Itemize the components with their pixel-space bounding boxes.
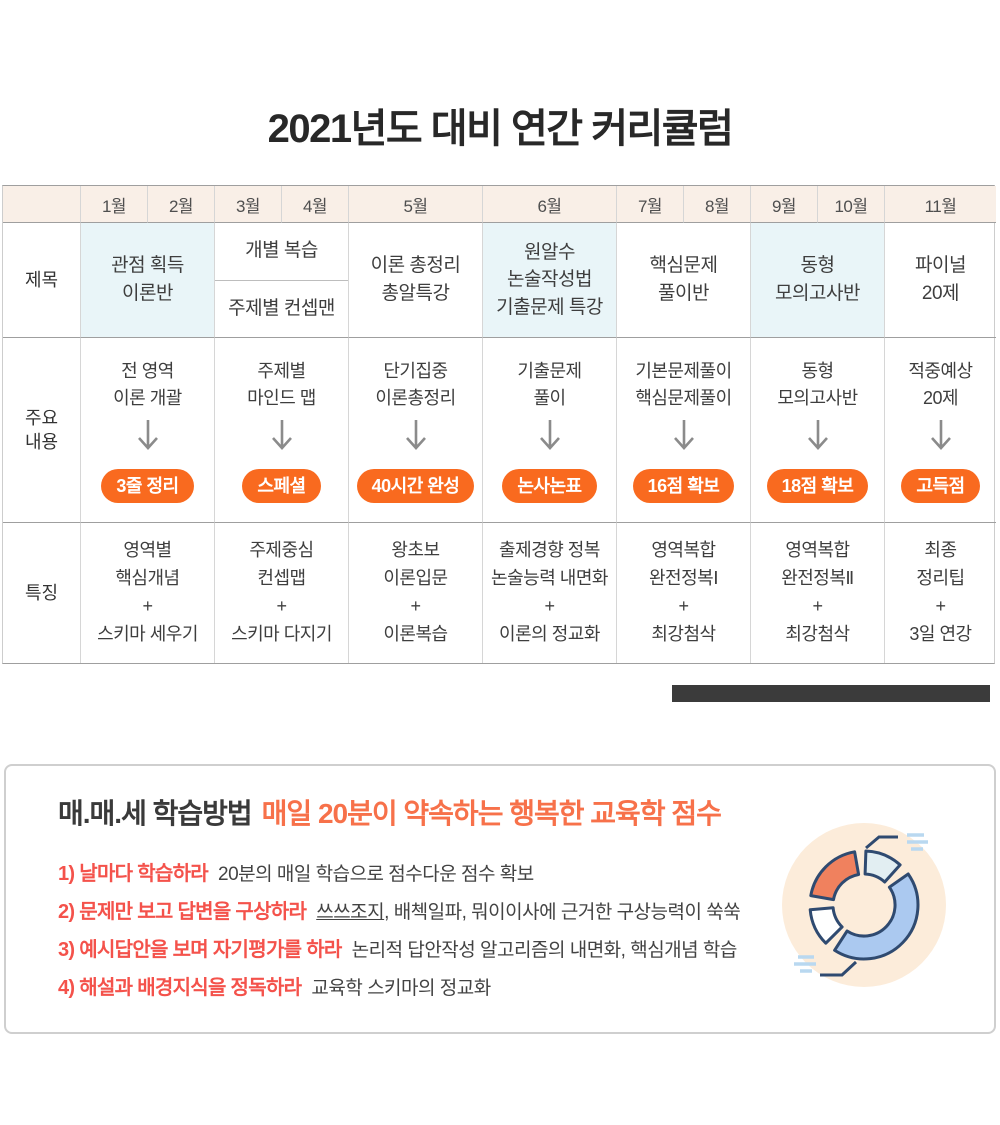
callout-line-top [865, 835, 898, 850]
badge: 40시간 완성 [356, 469, 475, 503]
down-arrow-icon [930, 420, 951, 450]
program-title-jan-feb: 관점 획득 이론반 [81, 223, 215, 338]
down-arrow-icon [539, 420, 560, 450]
month-header-mar: 3월 [215, 186, 282, 223]
program-feature-may: 왕초보 이론입문 + 이론복습 [349, 523, 483, 663]
badge: 논사논표 [502, 469, 597, 503]
program-content-mar-apr: 주제별 마인드 맵 스페셜 [215, 338, 349, 523]
program-title-sep-oct: 동형 모의고사반 [751, 223, 885, 338]
badge: 3줄 정리 [101, 469, 194, 503]
program-title-mar-apr-upper: 개별 복습 [215, 223, 348, 281]
program-content-jan-feb: 전 영역 이론 개괄 3줄 정리 [81, 338, 215, 523]
program-content-nov: 적중예상 20제 고득점 [885, 338, 996, 523]
speed-lines-top-right [907, 833, 928, 851]
month-header-sep: 9월 [751, 186, 818, 223]
month-header-jun: 6월 [483, 186, 617, 223]
program-title-nov: 파이널 20제 [885, 223, 996, 338]
program-title-jul-aug: 핵심문제 풀이반 [617, 223, 751, 338]
method-item-lead: 4) 해설과 배경지식을 정독하라 [58, 977, 302, 999]
method-heading-dark: 매.매.세 학습방법 [58, 798, 253, 829]
method-item-3: 3) 예시답안을 보며 자기평가를 하라 논리적 답안작성 알고리즘의 내면화, … [58, 931, 994, 969]
program-feature-nov: 최종 정리팁 + 3일 연강 [909, 540, 972, 644]
program-title-mar-apr-lower: 주제별 컨셉맨 [228, 297, 335, 319]
month-header-feb: 2월 [148, 186, 215, 223]
donut-chart-icon [782, 823, 946, 987]
program-title-may: 이론 총정리 총알특강 [349, 223, 483, 338]
program-feature-sep-oct: 영역복합 완전정복Ⅱ + 최강첨삭 [751, 523, 885, 663]
month-header-oct: 10월 [818, 186, 885, 223]
dark-divider-bar [672, 685, 990, 702]
content-text: 주제별 마인드 맵 [247, 361, 316, 408]
down-arrow-icon [405, 420, 426, 450]
method-item-list: 1) 날마다 학습하라 20분의 매일 학습으로 점수다운 점수 확보 2) 문제… [58, 855, 994, 1007]
badge: 18점 확보 [766, 469, 869, 503]
content-text: 기출문제 풀이 [517, 361, 582, 408]
program-title-mar-apr: 개별 복습 주제별 컨셉맨 [215, 223, 349, 338]
peach-circle-background [782, 823, 946, 987]
method-item-lead: 3) 예시답안을 보며 자기평가를 하라 [58, 939, 342, 961]
study-method-box: 매.매.세 학습방법 매일 20분이 약속하는 행복한 교육학 점수 1) 날마다… [4, 764, 996, 1034]
badge: 16점 확보 [632, 469, 735, 503]
content-text: 기본문제풀이 핵심문제풀이 [635, 361, 732, 408]
row-label-title: 제목 [3, 223, 81, 338]
content-text: 전 영역 이론 개괄 [113, 361, 182, 408]
method-item-4: 4) 해설과 배경지식을 정독하라 교육학 스키마의 정교화 [58, 969, 994, 1007]
down-arrow-icon [673, 420, 694, 450]
month-header-apr: 4월 [282, 186, 349, 223]
month-header-blank [3, 186, 81, 223]
row-label-content: 주요 내용 [3, 338, 81, 523]
method-item-underlined: 쓰쓰조지 [316, 902, 385, 923]
method-item-desc: 교육학 스키마의 정교화 [311, 978, 491, 999]
down-arrow-icon [271, 420, 292, 450]
donut-segment-blue [833, 872, 920, 961]
donut-segment-coral [809, 850, 861, 902]
page-title: 2021년도 대비 연간 커리큘럼 [267, 107, 734, 151]
content-text: 동형 모의고사반 [777, 361, 858, 408]
program-content-may: 단기집중 이론총정리 40시간 완성 [349, 338, 483, 523]
method-heading: 매.매.세 학습방법 매일 20분이 약속하는 행복한 교육학 점수 [58, 796, 994, 831]
method-item-1: 1) 날마다 학습하라 20분의 매일 학습으로 점수다운 점수 확보 [58, 855, 994, 893]
program-feature-jul-aug: 영역복합 완전정복Ⅰ + 최강첨삭 [617, 523, 751, 663]
method-item-desc: 논리적 답안작성 알고리즘의 내면화, 핵심개념 학습 [351, 940, 738, 961]
donut-segment-pale [863, 849, 902, 884]
program-feature-mar-apr: 주제중심 컨셉맵 + 스키마 다지기 [215, 523, 349, 663]
callout-line-bottom [820, 960, 858, 977]
month-header-jan: 1월 [81, 186, 148, 223]
down-arrow-icon [137, 420, 158, 450]
content-text: 적중예상 20제 [908, 361, 973, 408]
down-arrow-icon [807, 420, 828, 450]
program-content-jun: 기출문제 풀이 논사논표 [483, 338, 617, 523]
method-heading-accent: 매일 20분이 약속하는 행복한 교육학 점수 [261, 798, 722, 829]
program-content-sep-oct: 동형 모의고사반 18점 확보 [751, 338, 885, 523]
badge: 스페셜 [242, 469, 321, 503]
program-feature-jan-feb: 영역별 핵심개념 + 스키마 세우기 [81, 523, 215, 663]
method-item-desc: 20분의 매일 학습으로 점수다운 점수 확보 [218, 864, 534, 885]
month-header-jul: 7월 [617, 186, 684, 223]
donut-chart-illustration [781, 822, 947, 988]
badge: 고득점 [901, 469, 980, 503]
month-header-nov: 11월 [885, 186, 996, 223]
method-item-2: 2) 문제만 보고 답변을 구상하라 쓰쓰조지, 배첵일파, 뭐이이사에 근거한 … [58, 893, 994, 931]
program-feature-jun: 출제경향 정복 논술능력 내면화 + 이론의 정교화 [483, 523, 617, 663]
program-content-jul-aug: 기본문제풀이 핵심문제풀이 16점 확보 [617, 338, 751, 523]
donut-segment-white [808, 906, 844, 945]
program-title-jun: 원알수 논술작성법 기출문제 특강 [483, 223, 617, 338]
content-text: 단기집중 이론총정리 [375, 361, 456, 408]
method-item-desc: , 배첵일파, 뭐이이사에 근거한 구상능력이 쑥쑥 [384, 902, 741, 923]
method-item-lead: 1) 날마다 학습하라 [58, 863, 209, 885]
month-header-may: 5월 [349, 186, 483, 223]
speed-lines-bottom-left [794, 955, 816, 973]
curriculum-table: 1월 2월 3월 4월 5월 6월 7월 8월 9월 10월 11월 제목 주요… [2, 185, 996, 664]
method-item-lead: 2) 문제만 보고 답변을 구상하라 [58, 901, 307, 923]
row-label-feature: 특징 [3, 523, 81, 663]
month-header-aug: 8월 [684, 186, 751, 223]
